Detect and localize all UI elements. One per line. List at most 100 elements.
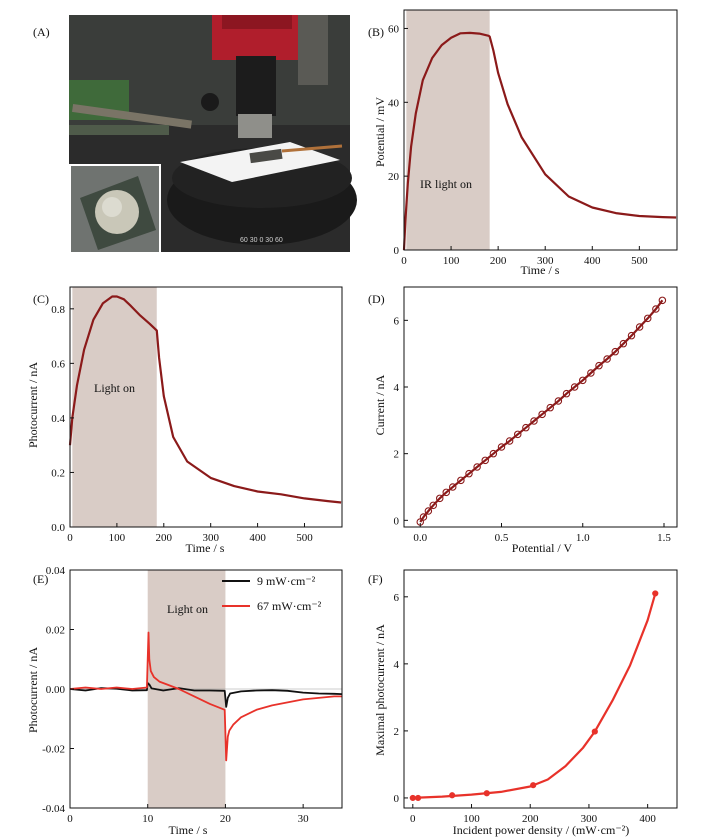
chart-f-frame — [403, 569, 678, 809]
chart-d-point — [448, 483, 457, 491]
chart-b-xtick-label: 300 — [537, 255, 554, 267]
chart-d-point — [643, 314, 652, 323]
photo-inset-sample-highlight — [102, 197, 122, 217]
chart-e-xtick-label: 10 — [142, 813, 154, 825]
chart-f-marker — [409, 794, 416, 802]
chart-b-series-0-line — [402, 31, 677, 251]
photo-arm — [72, 103, 192, 129]
chart-d-point — [627, 331, 636, 340]
chart-c-annotation: Light on — [94, 381, 135, 395]
chart-e-ylabel: Photocurrent / nA — [26, 647, 40, 733]
photo-sample-chip — [249, 148, 283, 164]
chart-e-ytick-label: 0.00 — [46, 684, 66, 696]
chart-d-ytick-label: 2 — [394, 449, 400, 461]
chart-d-xtick-label: 0.0 — [413, 532, 427, 544]
chart-b-ytick-label: 20 — [388, 171, 400, 183]
chart-d-point — [473, 463, 481, 471]
chart-f-marker — [530, 782, 537, 789]
chart-c-frame — [69, 286, 343, 528]
panel-c-chart: (C) 0 100 200 300 400 500 0.0 0.2 0.4 0.6 0.8 Ligh… — [26, 286, 343, 555]
photo-lamp-top — [222, 15, 292, 29]
chart-d-series-line — [419, 299, 664, 523]
chart-d-point — [578, 376, 587, 385]
photo-knob — [201, 93, 219, 111]
chart-d-point — [442, 488, 450, 497]
chart-d-point — [595, 361, 603, 370]
chart-c-series-0-line — [68, 295, 342, 504]
panel-f-chart: (F) 0 100 200 300 400 0 2 4 6 Incident power den… — [368, 569, 678, 837]
chart-f-ylabel: Maximal photocurrent / nA — [373, 624, 387, 756]
photo-clamp — [298, 15, 328, 85]
chart-b-shaded-region — [406, 10, 490, 250]
chart-f-marker — [652, 590, 659, 597]
chart-d-xlabel: Potential / V — [512, 541, 573, 555]
chart-d-point — [619, 339, 628, 348]
chart-b-xtick-label: 200 — [490, 255, 507, 267]
chart-d-ytick-label: 6 — [394, 315, 400, 327]
chart-f-ytick-label: 0 — [394, 793, 400, 805]
panel-label-c: (C) — [33, 292, 49, 306]
chart-f-ytick-label: 4 — [394, 659, 400, 671]
chart-d-point — [497, 443, 506, 451]
chart-b-ytick-label: 40 — [388, 97, 400, 109]
chart-d-point — [546, 403, 554, 412]
chart-d-point — [554, 397, 563, 405]
chart-d-point — [530, 417, 538, 425]
chart-d-xtick-label: 1.0 — [576, 532, 590, 544]
chart-e-xtick-label: 20 — [220, 813, 232, 825]
chart-f-ytick-label: 6 — [394, 592, 400, 604]
chart-f-xtick-label: 0 — [410, 813, 416, 825]
chart-e-ytick-label: -0.04 — [42, 803, 65, 815]
panel-a: (A) 60 30 0 30 60 — [33, 15, 357, 252]
chart-c-shaded-region — [72, 287, 157, 527]
chart-e-series-0-line — [69, 682, 343, 708]
panel-label-f: (F) — [368, 572, 383, 586]
legend-label-67mw: 67 mW·cm⁻² — [257, 599, 322, 613]
chart-f-xtick-label: 100 — [463, 813, 480, 825]
chart-d-point — [538, 410, 546, 419]
chart-f-marker — [591, 728, 598, 735]
legend-label-9mw: 9 mW·cm⁻² — [257, 574, 316, 588]
chart-e-xtick-label: 30 — [298, 813, 310, 825]
chart-b-xtick-label: 100 — [443, 255, 460, 267]
chart-b-ytick-label: 60 — [388, 23, 400, 35]
chart-c-xtick-label: 500 — [296, 532, 313, 544]
chart-f-xlabel: Incident power density / (mW·cm⁻²) — [453, 823, 630, 837]
panel-e-chart: (E) 0 10 20 30 -0.04 -0.02 0.00 0.02 0.04 Light … — [26, 565, 343, 837]
chart-b-xtick-label: 500 — [631, 255, 648, 267]
chart-e-ytick-label: 0.02 — [46, 625, 65, 637]
chart-d-ytick-label: 0 — [394, 515, 400, 527]
photo-paper — [180, 142, 340, 182]
photo-scale-text: 60 30 0 30 60 — [240, 237, 283, 244]
chart-c-ytick-label: 0.6 — [51, 358, 65, 370]
chart-e-series-1-line — [69, 631, 342, 762]
chart-d-frame — [403, 286, 678, 528]
chart-d-point — [570, 383, 579, 391]
chart-d-point — [603, 355, 611, 363]
chart-c-ytick-label: 0.4 — [51, 413, 65, 425]
chart-d-ylabel: Current / nA — [373, 374, 387, 435]
chart-c-xlabel: Time / s — [186, 541, 225, 555]
chart-e-ytick-label: -0.02 — [42, 744, 65, 756]
chart-c-ytick-label: 0.8 — [51, 304, 65, 316]
chart-d-ytick-label: 4 — [394, 382, 400, 394]
chart-d-point — [522, 423, 530, 432]
chart-c-xtick-label: 200 — [156, 532, 173, 544]
chart-d-point — [424, 507, 433, 515]
chart-e-ytick-label: 0.04 — [46, 565, 66, 577]
chart-c-ytick-label: 0.2 — [51, 467, 65, 479]
chart-d-point — [489, 449, 498, 458]
chart-b-xtick-label: 400 — [584, 255, 601, 267]
panel-label-d: (D) — [368, 292, 385, 306]
chart-e-legend: 9 mW·cm⁻² 67 mW·cm⁻² — [222, 574, 322, 613]
chart-f-xtick-label: 300 — [581, 813, 598, 825]
chart-f-xtick-label: 200 — [522, 813, 539, 825]
chart-d-point — [587, 369, 595, 377]
photo-wire — [281, 144, 343, 153]
chart-d-point — [652, 305, 660, 313]
chart-d-point — [513, 430, 522, 439]
chart-b-xtick-label: 0 — [401, 255, 407, 267]
chart-e-xtick-label: 0 — [67, 813, 73, 825]
chart-e-xlabel: Time / s — [169, 823, 208, 837]
